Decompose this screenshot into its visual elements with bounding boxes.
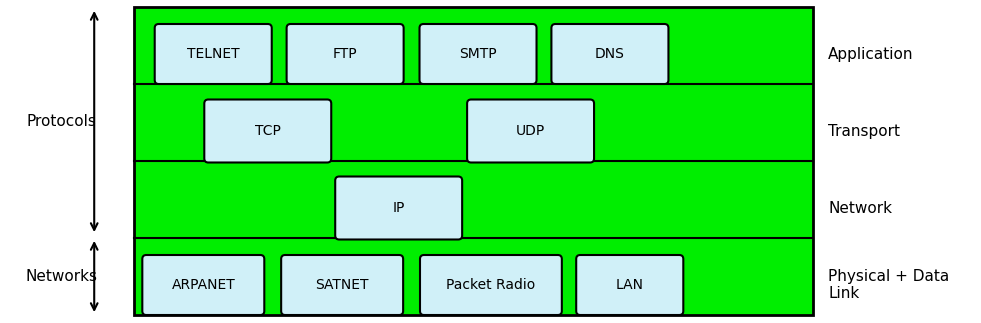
Text: SATNET: SATNET: [316, 278, 369, 292]
FancyBboxPatch shape: [551, 24, 668, 84]
Text: Network: Network: [828, 201, 892, 215]
Text: Networks: Networks: [26, 269, 97, 284]
Text: Transport: Transport: [828, 123, 901, 139]
FancyBboxPatch shape: [467, 99, 594, 162]
Text: Application: Application: [828, 47, 913, 61]
FancyBboxPatch shape: [142, 255, 264, 315]
Text: SMTP: SMTP: [459, 47, 496, 61]
FancyBboxPatch shape: [576, 255, 684, 315]
FancyBboxPatch shape: [155, 24, 272, 84]
Text: DNS: DNS: [595, 47, 625, 61]
Text: ARPANET: ARPANET: [172, 278, 235, 292]
Text: IP: IP: [392, 201, 405, 215]
Text: Protocols: Protocols: [26, 114, 96, 129]
FancyBboxPatch shape: [420, 255, 562, 315]
FancyBboxPatch shape: [286, 24, 403, 84]
Text: TELNET: TELNET: [187, 47, 239, 61]
FancyBboxPatch shape: [336, 176, 462, 239]
FancyBboxPatch shape: [133, 7, 813, 315]
FancyBboxPatch shape: [282, 255, 403, 315]
Text: LAN: LAN: [616, 278, 644, 292]
Text: TCP: TCP: [255, 124, 281, 138]
Text: Packet Radio: Packet Radio: [446, 278, 536, 292]
FancyBboxPatch shape: [420, 24, 537, 84]
Text: UDP: UDP: [516, 124, 545, 138]
FancyBboxPatch shape: [204, 99, 332, 162]
Text: Physical + Data
Link: Physical + Data Link: [828, 269, 950, 301]
Text: FTP: FTP: [333, 47, 357, 61]
